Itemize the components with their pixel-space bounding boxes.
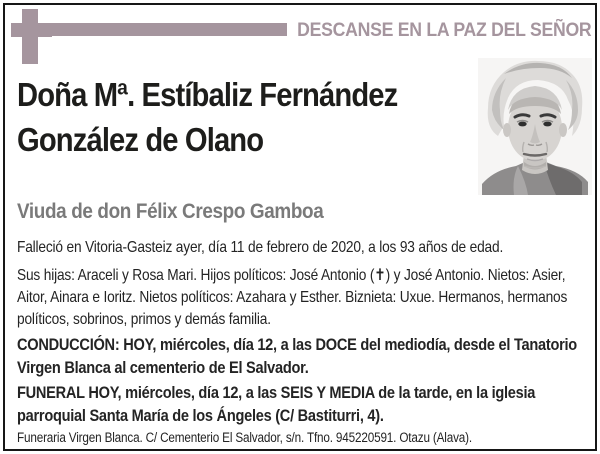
funeral-home-info: Funeraria Virgen Blanca. C/ Cementerio E… [17, 430, 472, 445]
portrait-photo [478, 58, 592, 195]
deceased-relation: Viuda de don Félix Crespo Gamboa [17, 200, 324, 223]
family-members-line: Sus hijas: Araceli y Rosa Mari. Hijos po… [17, 267, 568, 328]
motto-text: DESCANSE EN LA PAZ DEL SEÑOR [296, 20, 592, 41]
funeral-line: FUNERAL HOY, miércoles, día 12, a las SE… [17, 384, 536, 425]
cross-icon-horizontal [11, 23, 52, 37]
header-rule [51, 23, 287, 36]
death-announcement-line: Falleció en Vitoria-Gasteiz ayer, día 11… [17, 239, 504, 256]
portrait-photo-graphic [478, 58, 592, 195]
conduccion-line: CONDUCCIÓN: HOY, miércoles, día 12, a la… [17, 336, 577, 377]
deceased-name: Doña Mª. Estíbaliz Fernández González de… [17, 76, 398, 158]
